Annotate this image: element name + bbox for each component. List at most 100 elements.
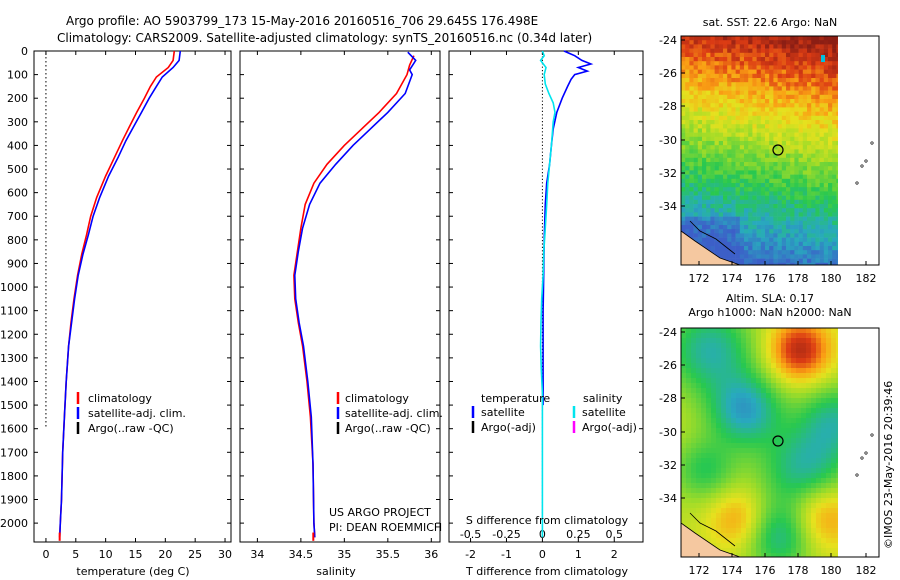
sst-cell — [815, 187, 820, 192]
sla-cell — [836, 388, 838, 394]
sla-cell — [826, 388, 832, 394]
sst-cell — [744, 195, 749, 201]
sla-cell — [706, 353, 712, 359]
sst-cell — [693, 233, 699, 238]
sla-cell — [801, 423, 807, 429]
sst-cell — [739, 246, 745, 251]
sst-cell — [693, 86, 699, 91]
sla-cell — [821, 543, 827, 549]
sst-cell — [727, 44, 732, 49]
sst-cell — [681, 178, 686, 184]
sla-cell — [836, 443, 838, 449]
sst-cell — [765, 48, 770, 54]
sla-cell — [836, 538, 838, 544]
sla-cell — [781, 538, 787, 544]
sst-cell — [697, 111, 703, 117]
sla-cell — [786, 523, 792, 529]
sst-cell — [731, 61, 736, 66]
sst-cell — [756, 250, 762, 255]
sla-cell — [706, 483, 712, 489]
sla-cell — [746, 538, 752, 544]
sst-cell — [735, 44, 741, 49]
sst-cell — [807, 195, 812, 201]
sst-cell — [714, 73, 720, 79]
sst-cell — [832, 145, 837, 150]
sst-cell — [748, 233, 753, 238]
x-tick-label: 34.5 — [289, 548, 314, 561]
sst-cell — [718, 233, 724, 238]
sla-cell — [721, 523, 727, 529]
sst-cell — [802, 170, 808, 175]
sla-cell — [781, 328, 787, 334]
sla-cell — [756, 408, 762, 414]
sla-cell — [701, 398, 707, 404]
sla-cell — [806, 398, 812, 404]
sst-cell — [727, 254, 732, 259]
sla-cell — [816, 488, 822, 494]
sla-cell — [746, 463, 752, 469]
sst-cell — [731, 99, 736, 104]
sst-cell — [815, 107, 820, 112]
sst-cell — [773, 99, 778, 104]
sst-cell — [714, 195, 720, 201]
sst-cell — [735, 120, 741, 125]
sst-cell — [731, 82, 736, 87]
sst-cell — [744, 48, 749, 54]
sst-cell — [706, 44, 711, 49]
sla-cell — [761, 543, 767, 549]
sst-cell — [798, 229, 804, 234]
sla-cell — [786, 343, 792, 349]
sst-cell — [731, 183, 736, 188]
sst-cell — [777, 195, 783, 201]
sla-cell — [741, 348, 747, 354]
sla-map-frame — [680, 327, 880, 558]
sst-cell — [702, 111, 707, 117]
sst-cell — [786, 229, 791, 234]
sst-cell — [718, 44, 724, 49]
sla-cell — [796, 378, 802, 384]
sst-cell — [702, 178, 707, 184]
sst-cell — [823, 48, 829, 54]
sst-cell — [748, 195, 753, 201]
sst-cell — [710, 199, 715, 205]
sla-cell — [761, 438, 767, 444]
depth-tick-label: 1400 — [0, 375, 28, 388]
sla-cell — [796, 433, 802, 439]
sst-cell — [786, 82, 791, 87]
sla-cell — [741, 358, 747, 364]
sst-cell — [781, 115, 787, 121]
sla-cell — [681, 443, 687, 449]
sst-cell — [773, 90, 778, 96]
sla-cell — [811, 458, 817, 464]
sla-cell — [826, 518, 832, 524]
sla-cell — [811, 483, 817, 489]
sst-cell — [739, 199, 745, 205]
sla-cell — [806, 513, 812, 519]
sst-map-title: sat. SST: 22.6 Argo: NaN — [703, 16, 837, 29]
sst-cell — [723, 195, 728, 201]
sst-cell — [823, 149, 829, 154]
sst-cell — [828, 233, 833, 238]
sst-cell — [689, 136, 694, 142]
sst-cell — [836, 69, 838, 75]
sla-cell — [701, 508, 707, 514]
sst-cell — [760, 220, 766, 226]
sst-cell — [748, 225, 753, 230]
sst-cell — [802, 128, 808, 133]
sst-cell — [807, 153, 812, 159]
sst-cell — [706, 69, 711, 75]
sst-cell — [819, 237, 825, 243]
sst-cell — [723, 132, 728, 138]
sla-cell — [731, 428, 737, 434]
sst-cell — [735, 178, 741, 184]
sla-cell — [686, 518, 692, 524]
sst-cell — [828, 94, 833, 100]
x-tick-label: 35 — [337, 548, 351, 561]
sst-cell — [781, 94, 787, 100]
sst-cell — [836, 174, 838, 180]
sla-cell — [836, 453, 838, 459]
sla-cell — [771, 358, 777, 364]
sla-cell — [776, 403, 782, 409]
sst-cell — [760, 153, 766, 159]
sst-cell — [794, 44, 799, 49]
